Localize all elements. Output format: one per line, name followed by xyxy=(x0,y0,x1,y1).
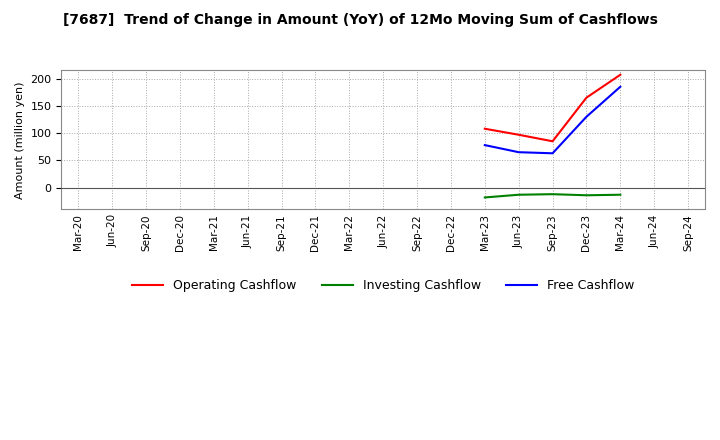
Operating Cashflow xyxy=(480,126,489,132)
Text: [7687]  Trend of Change in Amount (YoY) of 12Mo Moving Sum of Cashflows: [7687] Trend of Change in Amount (YoY) o… xyxy=(63,13,657,27)
Investing Cashflow xyxy=(548,191,557,197)
Y-axis label: Amount (million yen): Amount (million yen) xyxy=(15,81,25,199)
Operating Cashflow xyxy=(582,95,591,100)
Line: Operating Cashflow: Operating Cashflow xyxy=(485,75,621,141)
Free Cashflow xyxy=(548,150,557,156)
Investing Cashflow xyxy=(480,195,489,200)
Free Cashflow xyxy=(582,114,591,119)
Free Cashflow xyxy=(480,143,489,148)
Operating Cashflow xyxy=(616,72,625,77)
Investing Cashflow xyxy=(582,193,591,198)
Line: Investing Cashflow: Investing Cashflow xyxy=(485,194,621,198)
Legend: Operating Cashflow, Investing Cashflow, Free Cashflow: Operating Cashflow, Investing Cashflow, … xyxy=(127,274,639,297)
Investing Cashflow xyxy=(616,192,625,198)
Line: Free Cashflow: Free Cashflow xyxy=(485,87,621,153)
Operating Cashflow xyxy=(548,139,557,144)
Free Cashflow xyxy=(616,84,625,89)
Investing Cashflow xyxy=(514,192,523,198)
Free Cashflow xyxy=(514,150,523,155)
Operating Cashflow xyxy=(514,132,523,137)
